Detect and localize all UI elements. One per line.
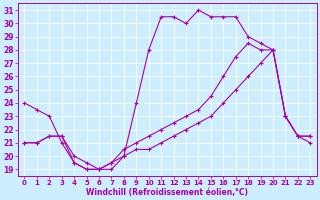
X-axis label: Windchill (Refroidissement éolien,°C): Windchill (Refroidissement éolien,°C) (86, 188, 248, 197)
